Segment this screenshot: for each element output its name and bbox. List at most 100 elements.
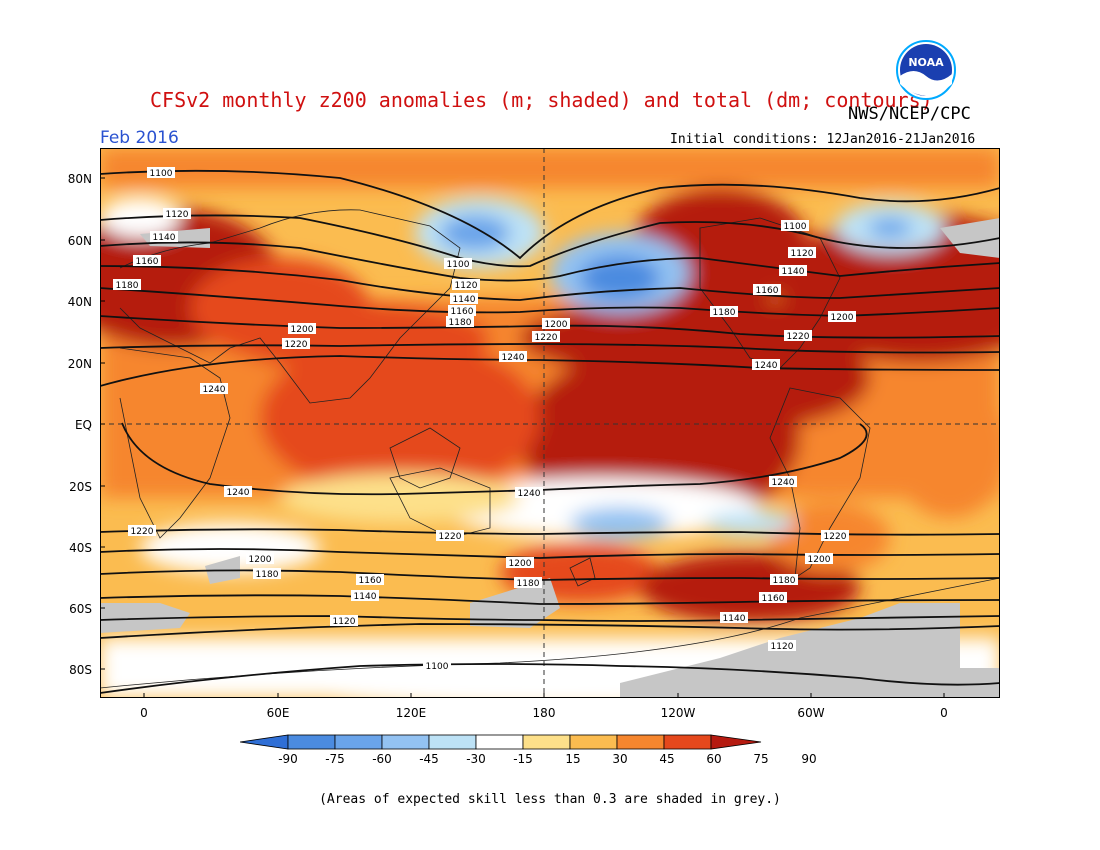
colorbar-label: -45 — [419, 752, 439, 766]
forecast-month: Feb 2016 — [100, 128, 179, 148]
svg-text:1200: 1200 — [831, 313, 854, 323]
svg-text:1240: 1240 — [755, 361, 778, 371]
colorbar-label: -30 — [466, 752, 486, 766]
colorbar-cell — [287, 734, 336, 750]
lon-label: 60E — [266, 706, 290, 720]
lon-label: 60W — [797, 706, 825, 720]
colorbar-cell — [569, 734, 618, 750]
colorbar-label: 90 — [801, 752, 817, 766]
contour-label: 1180 — [514, 577, 542, 589]
contour-label: 1220 — [128, 525, 156, 537]
contour-label: 1100 — [423, 660, 451, 672]
svg-text:1100: 1100 — [784, 222, 807, 232]
svg-text:1160: 1160 — [136, 257, 159, 267]
lon-label: 180 — [532, 706, 556, 720]
anomaly-map: 1100 1120 1140 1160 1180 1200 1220 1240 … — [100, 148, 1000, 698]
contour-label: 1220 — [436, 530, 464, 542]
contour-label: 1200 — [246, 553, 274, 565]
svg-text:1100: 1100 — [426, 662, 449, 672]
contour-label: 1200 — [506, 557, 534, 569]
contour-label: 1240 — [224, 486, 252, 498]
lat-label: 40N — [67, 295, 92, 309]
chart-title: CFSv2 monthly z200 anomalies (m; shaded)… — [150, 88, 933, 112]
colorbar — [240, 734, 762, 750]
svg-text:1160: 1160 — [451, 307, 474, 317]
svg-text:1240: 1240 — [772, 478, 795, 488]
svg-text:1120: 1120 — [455, 281, 478, 291]
svg-text:1200: 1200 — [808, 555, 831, 565]
colorbar-label: 60 — [706, 752, 722, 766]
svg-text:1200: 1200 — [249, 555, 272, 565]
contour-label: 1240 — [499, 351, 527, 363]
colorbar-label: -15 — [513, 752, 533, 766]
svg-text:1220: 1220 — [535, 333, 558, 343]
contour-label: 1120 — [768, 640, 796, 652]
svg-text:1220: 1220 — [787, 332, 810, 342]
svg-text:1160: 1160 — [359, 576, 382, 586]
svg-text:1180: 1180 — [116, 281, 139, 291]
lat-label: 20S — [69, 480, 92, 494]
colorbar-label: 30 — [612, 752, 628, 766]
contour-label: 1180 — [710, 306, 738, 318]
svg-text:1240: 1240 — [227, 488, 250, 498]
initial-conditions: Initial conditions: 12Jan2016-21Jan2016 — [670, 132, 976, 147]
contour-label: 1200 — [288, 323, 316, 335]
contour-label: 1180 — [253, 568, 281, 580]
svg-text:1100: 1100 — [447, 260, 470, 270]
contour-label: 1140 — [351, 590, 379, 602]
contour-label: 1120 — [330, 615, 358, 627]
contour-label: 1120 — [163, 208, 191, 220]
colorbar-cell — [334, 734, 383, 750]
contour-label: 1140 — [720, 612, 748, 624]
contour-label: 1100 — [444, 258, 472, 270]
svg-text:1160: 1160 — [756, 286, 779, 296]
contour-label: 1140 — [150, 231, 178, 243]
contour-label: 1180 — [770, 574, 798, 586]
contour-label: 1160 — [448, 305, 476, 317]
contour-label: 1200 — [542, 318, 570, 330]
lat-label: 80N — [67, 172, 92, 186]
svg-text:1120: 1120 — [791, 249, 814, 259]
colorbar-cell — [475, 734, 524, 750]
lon-label: 0 — [140, 706, 148, 720]
lat-label: EQ — [74, 418, 92, 432]
svg-text:1200: 1200 — [291, 325, 314, 335]
svg-text:1180: 1180 — [256, 570, 279, 580]
svg-text:1120: 1120 — [333, 617, 356, 627]
colorbar-cell — [428, 734, 477, 750]
svg-text:1240: 1240 — [502, 353, 525, 363]
contour-label: 1160 — [133, 255, 161, 267]
svg-text:1200: 1200 — [545, 320, 568, 330]
contour-label: 1240 — [515, 487, 543, 499]
contour-label: 1100 — [781, 220, 809, 232]
svg-text:1140: 1140 — [453, 295, 476, 305]
contour-label: 1240 — [769, 476, 797, 488]
svg-text:1240: 1240 — [518, 489, 541, 499]
svg-text:NOAA: NOAA — [908, 56, 944, 69]
lat-label: 80S — [69, 663, 92, 677]
contour-label: 1200 — [805, 553, 833, 565]
noaa-logo-icon: NOAA — [896, 40, 956, 100]
contour-label: 1140 — [450, 293, 478, 305]
lat-label: 60S — [69, 602, 92, 616]
contour-label: 1160 — [356, 574, 384, 586]
skill-footnote: (Areas of expected skill less than 0.3 a… — [319, 792, 781, 807]
colorbar-arrow-right — [710, 734, 762, 750]
svg-text:1180: 1180 — [713, 308, 736, 318]
svg-text:1180: 1180 — [449, 318, 472, 328]
svg-text:1140: 1140 — [782, 267, 805, 277]
contour-label: 1180 — [113, 279, 141, 291]
colorbar-label: -75 — [325, 752, 345, 766]
lon-label: 0 — [940, 706, 948, 720]
svg-text:1220: 1220 — [824, 532, 847, 542]
colorbar-label: 45 — [659, 752, 675, 766]
colorbar-arrow-left — [240, 734, 289, 750]
lat-label: 40S — [69, 541, 92, 555]
svg-text:1140: 1140 — [723, 614, 746, 624]
contour-label: 1100 — [147, 167, 175, 179]
contour-label: 1140 — [779, 265, 807, 277]
lon-label: 120E — [395, 706, 427, 720]
svg-text:1240: 1240 — [203, 385, 226, 395]
contour-label: 1200 — [828, 311, 856, 323]
svg-text:1180: 1180 — [517, 579, 540, 589]
